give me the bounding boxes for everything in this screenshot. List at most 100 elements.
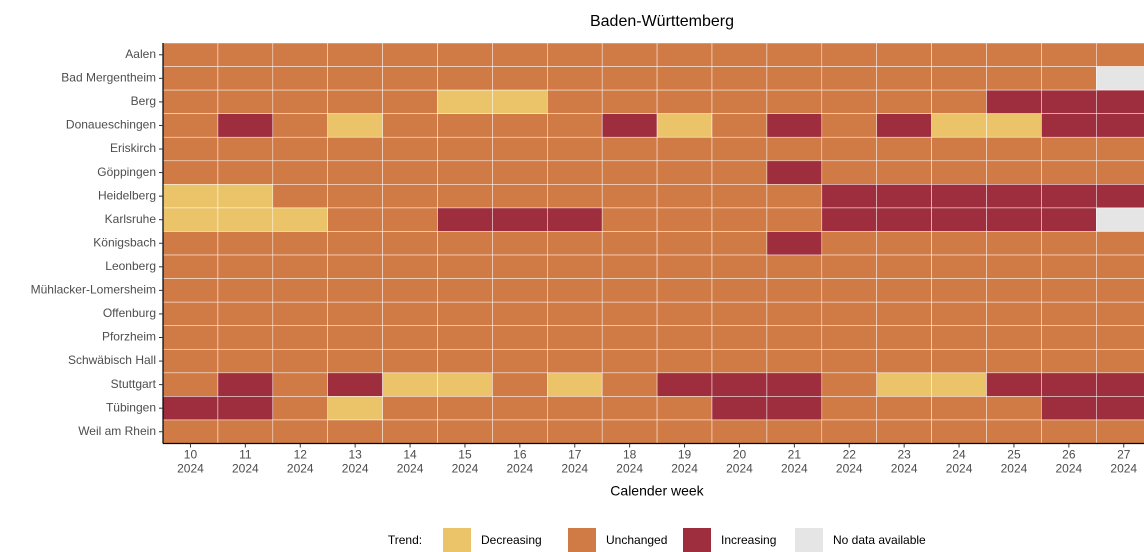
heatmap-cell (382, 207, 438, 232)
heatmap-cell (382, 231, 438, 256)
heatmap-cell (382, 254, 438, 279)
heatmap-cell (601, 136, 658, 162)
x-tick-label: 2024 (177, 462, 204, 476)
heatmap-cell (437, 89, 493, 114)
x-tick-label: 25 (1007, 448, 1021, 462)
heatmap-cell (656, 113, 713, 138)
heatmap-cell (162, 184, 219, 209)
heatmap-cell (656, 372, 713, 397)
heatmap-cell (656, 396, 713, 421)
heatmap-cell (217, 325, 274, 350)
heatmap-cell (1041, 207, 1097, 232)
x-tick-label: 27 (1117, 448, 1131, 462)
x-tick-label: 2024 (1055, 462, 1082, 476)
heatmap-cell (437, 66, 493, 91)
heatmap-cell (217, 231, 274, 256)
x-tick-label: 2024 (616, 462, 643, 476)
heatmap-cell (821, 184, 877, 209)
heatmap-cell (766, 160, 823, 185)
heatmap-cell (1096, 325, 1144, 350)
heatmap-cell (711, 207, 768, 232)
heatmap-cell (327, 66, 383, 91)
y-tick-label: Göppingen (97, 165, 156, 179)
heatmap-cell (217, 419, 274, 444)
legend-swatch (568, 528, 596, 552)
heatmap-cell (821, 136, 877, 162)
heatmap-cell (656, 42, 713, 67)
heatmap-cell (162, 136, 219, 162)
heatmap-cell (546, 254, 603, 279)
heatmap-cell (766, 184, 823, 209)
heatmap-cell (162, 231, 219, 256)
x-tick-label: 12 (294, 448, 308, 462)
heatmap-cell (821, 160, 877, 185)
heatmap-cell (931, 372, 987, 397)
heatmap-cell (272, 89, 328, 114)
heatmap-cell (601, 254, 658, 279)
heatmap-cell (656, 231, 713, 256)
heatmap-cell (931, 301, 987, 327)
heatmap-cell (217, 372, 274, 397)
heatmap-cell (272, 207, 328, 232)
heatmap-cell (217, 66, 274, 91)
legend-title: Trend: (388, 533, 422, 547)
heatmap-cell (986, 184, 1042, 209)
heatmap-cell (711, 301, 768, 327)
heatmap-cell (382, 325, 438, 350)
heatmap-cell (711, 184, 768, 209)
heatmap-cell (162, 42, 219, 67)
heatmap-cell (327, 42, 383, 67)
heatmap-cell (766, 348, 823, 374)
heatmap-cell (327, 160, 383, 185)
heatmap-cell (492, 184, 548, 209)
heatmap-cell (382, 372, 438, 397)
y-tick-label: Bad Mergentheim (61, 71, 156, 85)
heatmap-cell (986, 207, 1042, 232)
heatmap-cell (766, 113, 823, 138)
x-tick-label: 2024 (397, 462, 424, 476)
y-tick-label: Eriskirch (110, 141, 156, 155)
heatmap-cell (546, 136, 603, 162)
heatmap-cell (601, 160, 658, 185)
y-tick-label: Aalen (125, 47, 156, 61)
heatmap-cell (382, 136, 438, 162)
heatmap-cell (601, 207, 658, 232)
x-tick-label: 2024 (1001, 462, 1028, 476)
heatmap-cell (601, 419, 658, 444)
heatmap-cell (217, 42, 274, 67)
heatmap-cell (546, 372, 603, 397)
heatmap-cell (437, 207, 493, 232)
y-tick-label: Heidelberg (98, 188, 156, 202)
heatmap-cell (492, 207, 548, 232)
y-tick-label: Schwäbisch Hall (68, 353, 156, 367)
heatmap-cell (931, 66, 987, 91)
heatmap-cell (986, 325, 1042, 350)
heatmap-cell (876, 325, 932, 350)
heatmap-cell (876, 254, 932, 279)
heatmap-cell (986, 160, 1042, 185)
heatmap-cell (492, 42, 548, 67)
x-tick-label: 2024 (781, 462, 808, 476)
heatmap-cell (1041, 396, 1097, 421)
heatmap-cell (162, 254, 219, 279)
legend-label: No data available (833, 533, 926, 547)
heatmap-cell (986, 372, 1042, 397)
heatmap-cell (876, 301, 932, 327)
heatmap-cell (217, 301, 274, 327)
heatmap-cell (217, 160, 274, 185)
heatmap-cell (931, 184, 987, 209)
heatmap-cell (766, 42, 823, 67)
heatmap-cell (546, 160, 603, 185)
heatmap-cell (601, 42, 658, 67)
heatmap-cell (272, 372, 328, 397)
heatmap-cell (766, 419, 823, 444)
x-tick-label: 14 (403, 448, 417, 462)
x-tick-label: 23 (897, 448, 911, 462)
x-tick-label: 2024 (287, 462, 314, 476)
heatmap-cell (931, 254, 987, 279)
heatmap-cell (656, 89, 713, 114)
heatmap-cell (217, 184, 274, 209)
heatmap-cell (711, 66, 768, 91)
heatmap-cell (437, 325, 493, 350)
heatmap-cell (327, 136, 383, 162)
